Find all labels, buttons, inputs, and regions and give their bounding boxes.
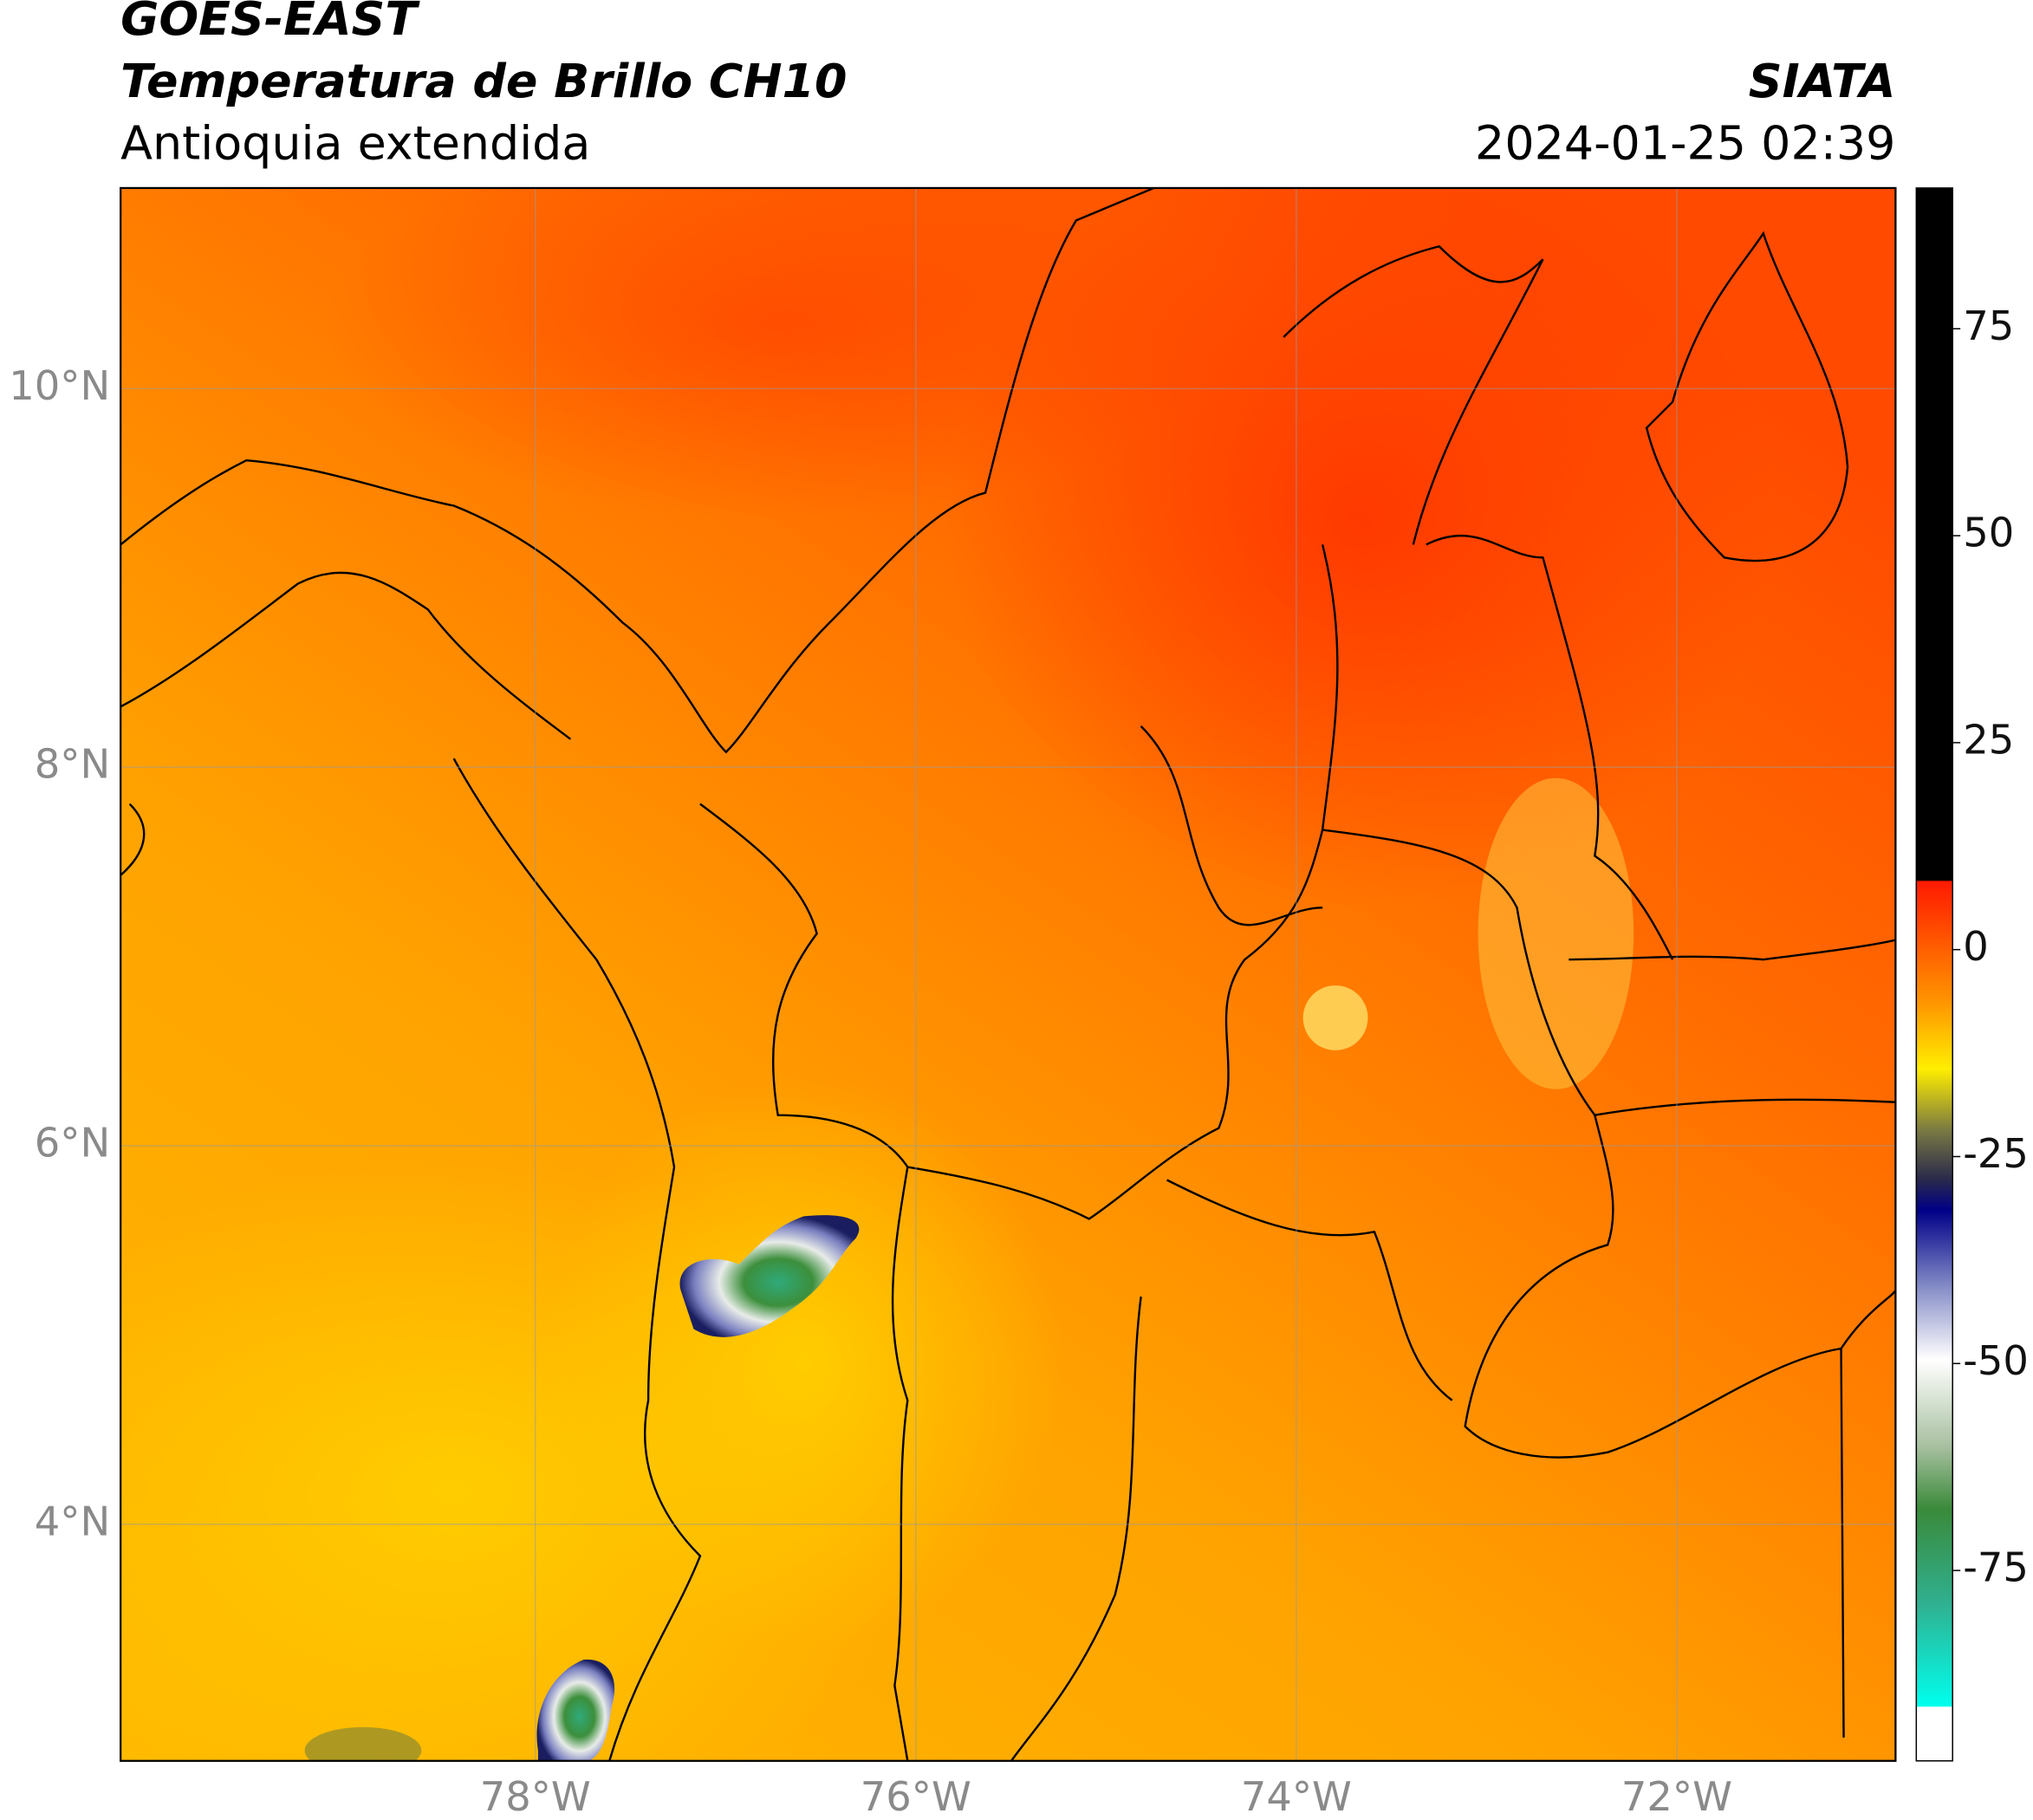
colorbar-tick-label: -50 — [1963, 1337, 2029, 1384]
lon-tick-label: 78°W — [480, 1773, 591, 1820]
colorbar-tick-label: 25 — [1963, 716, 2014, 763]
colorbar — [1915, 187, 1953, 1762]
source: SIATA — [1749, 54, 1896, 108]
datetime: 2024-01-25 02:39 — [1475, 116, 1895, 171]
subtitle: Temperatura de Brillo CH10 — [120, 54, 847, 108]
map-image — [120, 187, 1896, 1761]
lat-tick-label: 8°N — [35, 741, 110, 788]
map-frame — [120, 186, 1897, 1762]
lon-tick-label: 72°W — [1621, 1773, 1732, 1820]
title: GOES-EAST — [120, 0, 420, 46]
colorbar-tick-label: 75 — [1963, 302, 2014, 349]
lat-tick-label: 4°N — [35, 1498, 110, 1544]
lat-tick-label: 10°N — [9, 362, 110, 409]
colorbar-tick-label: 50 — [1963, 510, 2014, 556]
colorbar-tick-label: -75 — [1963, 1544, 2029, 1591]
lon-tick-label: 74°W — [1241, 1773, 1352, 1820]
lat-tick-label: 6°N — [35, 1120, 110, 1167]
colorbar-tick-label: -25 — [1963, 1130, 2029, 1177]
region: Antioquia extendida — [120, 116, 590, 171]
gridlines — [120, 187, 1896, 1761]
colorbar-tick-label: 0 — [1963, 923, 1989, 970]
lon-tick-label: 76°W — [861, 1773, 971, 1820]
